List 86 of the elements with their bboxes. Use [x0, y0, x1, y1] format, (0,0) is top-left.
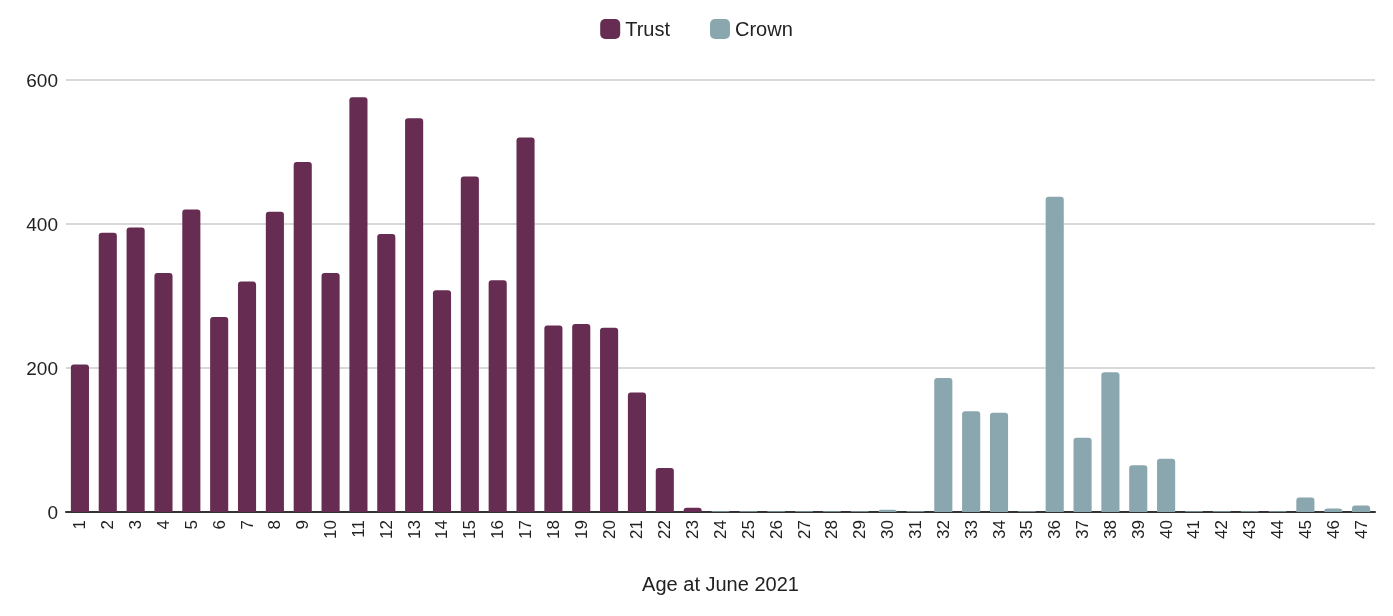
legend-label: Crown	[735, 18, 793, 40]
x-tick-label: 17	[516, 520, 536, 539]
x-tick-label: 41	[1184, 520, 1204, 539]
x-tick-label: 45	[1295, 520, 1315, 539]
bar	[655, 468, 674, 512]
bar	[377, 234, 396, 512]
x-tick-label: 19	[571, 520, 591, 539]
x-tick-label: 43	[1240, 520, 1260, 539]
x-tick-label: 7	[237, 520, 257, 530]
x-tick-label: 24	[711, 520, 730, 539]
bar	[321, 272, 340, 512]
bar	[1296, 497, 1315, 512]
x-tick-label: 31	[905, 520, 925, 539]
x-tick-label: 28	[822, 520, 842, 539]
bar	[1157, 458, 1176, 512]
bar	[488, 280, 507, 512]
x-tick-label: 35	[1017, 520, 1037, 539]
bar	[989, 412, 1009, 512]
bar	[349, 97, 368, 512]
x-tick-label: 23	[683, 520, 703, 539]
bar	[210, 316, 229, 512]
x-tick-label: 1	[70, 520, 90, 530]
x-tick-label: 21	[627, 520, 647, 539]
bar	[460, 176, 479, 512]
x-tick-label: 14	[432, 520, 452, 539]
x-tick-label: 37	[1073, 520, 1093, 539]
bar	[265, 211, 284, 512]
bar	[293, 162, 312, 512]
bar	[405, 118, 424, 512]
x-tick-label: 29	[850, 520, 870, 539]
x-tick-label: 27	[794, 520, 814, 539]
x-tick-label: 4	[153, 520, 173, 530]
bar	[1073, 437, 1092, 512]
y-tick-label: 600	[26, 69, 58, 91]
x-tick-label: 33	[961, 520, 981, 539]
x-tick-label: 13	[404, 520, 424, 539]
bar	[516, 137, 535, 512]
y-tick-label: 400	[26, 213, 58, 235]
bar	[98, 232, 117, 512]
x-tick-label: 2	[98, 520, 118, 530]
bar	[1045, 196, 1064, 512]
bar	[432, 290, 452, 512]
x-tick-label: 44	[1268, 520, 1288, 539]
x-tick-label: 40	[1156, 520, 1176, 539]
x-tick-label: 16	[488, 520, 508, 539]
x-tick-label: 22	[655, 520, 675, 539]
x-tick-label: 8	[265, 520, 285, 530]
bar	[154, 272, 173, 512]
x-tick-label: 9	[293, 520, 313, 530]
x-tick-label: 26	[766, 520, 786, 539]
bar	[237, 281, 257, 512]
x-tick-label: 30	[878, 520, 898, 539]
x-tick-label: 18	[543, 520, 563, 539]
bar	[182, 209, 201, 512]
x-tick-label: 11	[348, 520, 368, 538]
bar	[572, 324, 591, 512]
x-tick-label: 3	[126, 520, 146, 530]
x-tick-label: 46	[1323, 520, 1343, 539]
bar	[126, 227, 145, 512]
bar	[70, 364, 89, 512]
x-axis-title: Age at June 2021	[642, 573, 799, 595]
legend-label: Trust	[625, 18, 671, 40]
x-tick-label: 47	[1351, 520, 1371, 539]
bar	[1129, 465, 1148, 512]
bar	[1352, 505, 1371, 512]
y-tick-label: 0	[47, 501, 58, 523]
x-tick-label: 38	[1100, 520, 1120, 539]
bar	[962, 411, 981, 512]
y-tick-label: 200	[26, 357, 58, 379]
bar	[627, 392, 646, 512]
bar	[544, 325, 563, 512]
x-tick-label: 25	[738, 520, 758, 539]
x-tick-label: 34	[989, 520, 1009, 539]
x-tick-label: 36	[1045, 520, 1065, 539]
bar	[934, 378, 953, 512]
x-tick-label: 10	[321, 520, 341, 539]
x-tick-label: 12	[376, 520, 396, 539]
x-tick-label: 6	[209, 520, 229, 530]
x-tick-label: 42	[1212, 520, 1232, 539]
bar	[600, 327, 619, 512]
x-tick-label: 15	[460, 520, 480, 539]
x-tick-label: 39	[1128, 520, 1148, 539]
x-tick-label: 32	[933, 520, 953, 539]
x-tick-label: 20	[599, 520, 619, 539]
bar	[1101, 372, 1120, 512]
x-tick-label: 5	[181, 520, 201, 530]
